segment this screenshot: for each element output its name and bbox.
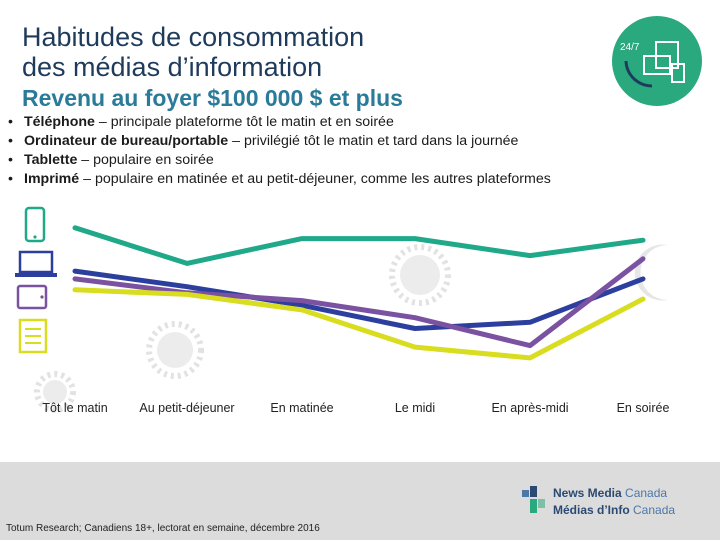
footer-band	[0, 462, 720, 540]
page-title: Habitudes de consommation des médias d’i…	[22, 22, 364, 82]
logo-line-2-bold: Médias d’Info	[553, 503, 630, 517]
phone-icon	[24, 206, 46, 243]
x-tick-label: Au petit-déjeuner	[139, 401, 234, 415]
x-tick-label: En soirée	[617, 401, 670, 415]
bullet-bold: Imprimé	[24, 171, 80, 187]
logo-line-1: News Media Canada	[553, 486, 667, 500]
series-line-2	[72, 256, 646, 349]
x-tick-label: Le midi	[395, 401, 435, 415]
x-tick-labels: Tôt le matin Au petit-déjeuner En matinée L…	[42, 401, 669, 415]
page-subtitle: Revenu au foyer $100 000 $ et plus	[22, 85, 403, 111]
series-point-3-2	[300, 307, 304, 312]
series-point-0-1	[185, 261, 189, 266]
logo-line-2: Médias d’Info Canada	[553, 503, 675, 517]
newspaper-icon	[18, 318, 48, 354]
bullet-item: • Imprimé – populaire en matinée et au pe…	[8, 171, 551, 187]
news-media-canada-logo-icon	[522, 486, 545, 513]
x-tick-label: En matinée	[270, 401, 333, 415]
logo-line-2-light: Canada	[629, 503, 676, 517]
series-line-0	[72, 225, 646, 266]
series-point-2-3	[413, 315, 417, 320]
bullet-bold: Téléphone	[24, 114, 95, 130]
series-point-3-1	[185, 292, 189, 297]
logo-line-1-light: Canada	[621, 486, 668, 500]
series-point-0-2	[300, 236, 304, 241]
series-point-3-0	[73, 287, 77, 292]
badge-label: 24/7	[620, 42, 640, 53]
decorative-moon-icon	[634, 244, 668, 301]
bullet-item: • Ordinateur de bureau/portable – privilé…	[8, 133, 519, 149]
series-point-2-2	[300, 298, 304, 303]
series-point-2-4	[528, 343, 532, 348]
series-point-1-0	[73, 269, 77, 274]
bullet-text: – privilégié tôt le matin et tard dans l…	[228, 133, 519, 149]
decorative-sun-core	[43, 255, 440, 404]
series-point-0-5	[641, 238, 645, 243]
series-point-0-0	[73, 225, 77, 230]
series-point-3-5	[641, 297, 645, 301]
series-point-1-3	[413, 326, 417, 331]
series-point-1-5	[641, 276, 645, 281]
series-line-3	[72, 287, 646, 361]
bullet-bold: Ordinateur de bureau/portable	[24, 133, 229, 149]
bullet-text: – populaire en soirée	[77, 152, 214, 168]
x-tick-label: En après-midi	[491, 401, 568, 415]
laptop-icon	[15, 250, 57, 277]
series-point-1-1	[185, 284, 189, 289]
series-point-2-5	[641, 256, 645, 261]
bullet-item: • Téléphone – principale plateforme tôt l…	[8, 114, 394, 130]
series-line-1	[72, 268, 646, 331]
series-point-3-3	[413, 345, 417, 350]
bullet-item: • Tablette – populaire en soirée	[8, 152, 214, 168]
series-point-0-4	[528, 253, 532, 258]
decorative-sun-icon	[34, 244, 451, 413]
series-point-2-0	[73, 276, 77, 281]
x-tick-label: Tôt le matin	[42, 401, 107, 415]
source-note: Totum Research; Canadiens 18+, lectorat …	[6, 523, 320, 534]
line-chart: Tôt le matin Au petit-déjeuner En matinée L…	[15, 206, 700, 415]
bullet-text: – populaire en matinée et au petit-déjeu…	[79, 171, 551, 187]
tablet-icon	[16, 284, 48, 310]
logo-line-1-bold: News Media	[553, 486, 622, 500]
series-point-1-4	[528, 320, 532, 325]
series-point-3-4	[528, 355, 532, 360]
bullet-list: • Téléphone – principale plateforme tôt l…	[8, 113, 551, 189]
bullet-bold: Tablette	[24, 152, 78, 168]
bullet-text: – principale plateforme tôt le matin et …	[94, 114, 394, 130]
title-line-1: Habitudes de consommation	[22, 22, 365, 52]
devices-icon	[624, 41, 685, 88]
series-point-1-2	[300, 303, 304, 308]
series-layer	[72, 225, 646, 361]
series-point-0-3	[413, 236, 417, 241]
title-line-2: des médias d’information	[22, 52, 323, 82]
